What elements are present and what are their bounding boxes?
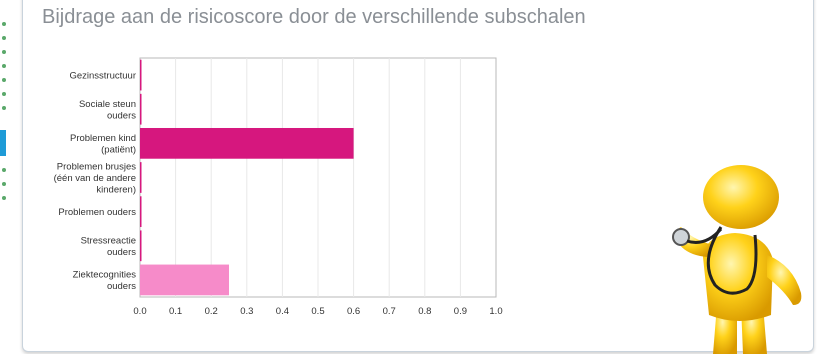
x-tick-label: 0.2 [205, 306, 218, 317]
x-tick-label: 0.6 [347, 306, 360, 317]
y-category-label-line: ouders [107, 281, 136, 292]
y-category-label: Problemen kind (patiënt) [70, 133, 136, 156]
y-category-label-line: Problemen kind [70, 133, 136, 144]
bar [140, 162, 142, 193]
bar [140, 127, 354, 159]
page-title: Bijdrage aan de risicoscore door de vers… [42, 6, 586, 28]
sidebar-dot[interactable] [2, 168, 6, 172]
y-category-label: Ziektecognities ouders [73, 270, 137, 293]
x-tick-label: 0.8 [418, 306, 431, 317]
bar [140, 196, 142, 228]
y-category-label-line: kinderen) [96, 185, 136, 196]
bar [140, 93, 142, 125]
x-tick-label: 0.5 [311, 306, 324, 317]
y-category-label-line: (patiënt) [101, 145, 136, 156]
y-category-label-line: ouders [107, 110, 136, 121]
x-tick-label: 0.3 [240, 306, 253, 317]
y-category-label-line: Problemen ouders [58, 207, 136, 218]
y-category-label: Problemen brusjes (één van de andere kinde… [54, 162, 137, 196]
bar [140, 59, 142, 91]
x-tick-label: 0.4 [276, 306, 289, 317]
sidebar-dot[interactable] [2, 78, 6, 82]
x-tick-label: 0.1 [169, 306, 182, 317]
sidebar-dot[interactable] [2, 196, 6, 200]
sidebar-dot[interactable] [2, 106, 6, 110]
sidebar-dot[interactable] [2, 50, 6, 54]
y-category-label-line: Problemen brusjes [57, 162, 136, 173]
sidebar-dot[interactable] [2, 92, 6, 96]
y-category-label-line: Gezinsstructuur [69, 71, 136, 82]
x-tick-label: 0.7 [383, 306, 396, 317]
y-category-label: Problemen ouders [58, 207, 136, 218]
sidebar-dot[interactable] [2, 36, 6, 40]
bar [140, 264, 229, 296]
x-tick-label: 1.0 [489, 306, 502, 317]
y-category-label-line: (één van de andere [54, 173, 136, 184]
y-category-label-line: ouders [107, 247, 136, 258]
y-category-label: Stressreactie ouders [81, 236, 137, 258]
bar [140, 230, 142, 262]
y-category-label-line: Stressreactie [81, 236, 136, 247]
sidebar-dot[interactable] [2, 182, 6, 186]
x-tick-label: 0.0 [133, 306, 146, 317]
y-category-label-line: Sociale steun [79, 99, 136, 110]
x-tick-label: 0.9 [454, 306, 467, 317]
y-category-label: Gezinsstructuur [69, 71, 136, 82]
y-category-label-line: Ziektecognities [73, 270, 137, 281]
doctor-figure-with-stethoscope-icon [672, 165, 802, 354]
sidebar-dot[interactable] [2, 64, 6, 68]
y-category-label: Sociale steun ouders [79, 99, 136, 122]
sidebar-active-item[interactable] [0, 130, 6, 156]
sidebar-strip [0, 0, 10, 354]
sidebar-dot[interactable] [2, 22, 6, 26]
